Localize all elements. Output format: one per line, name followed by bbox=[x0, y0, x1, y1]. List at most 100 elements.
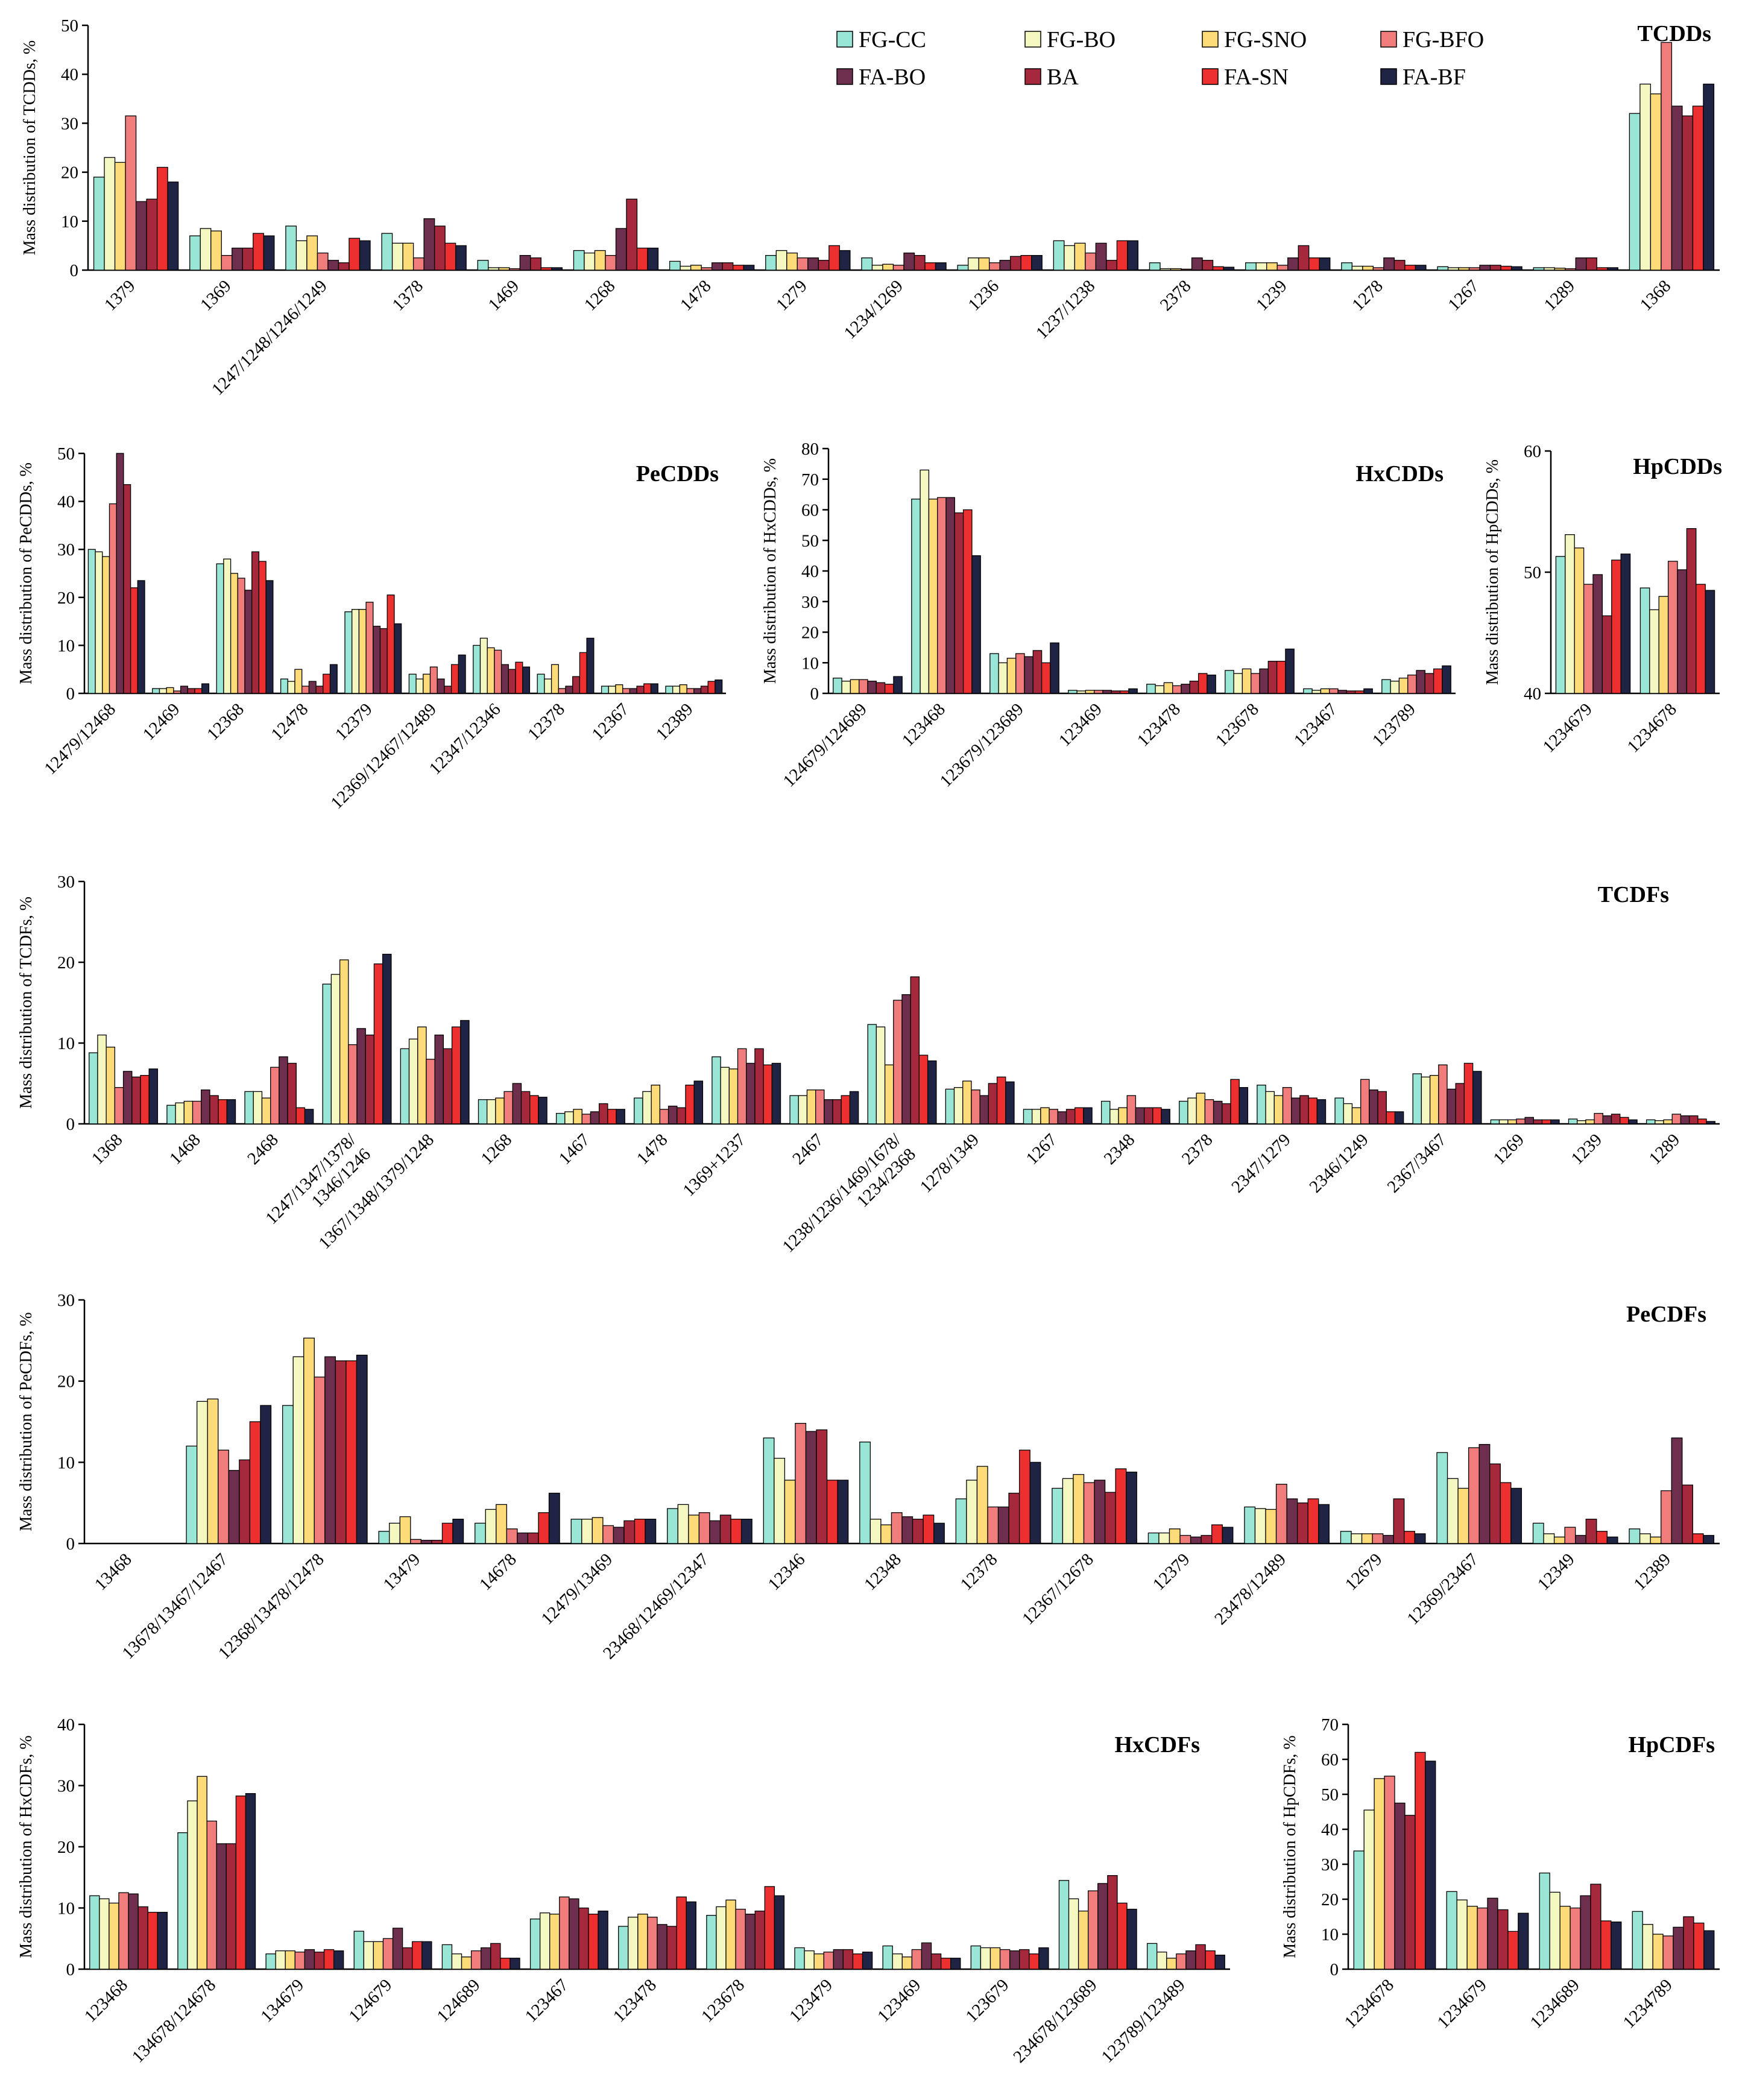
bar-pecdfs-12369-23467-fa-bo bbox=[1478, 1444, 1491, 1544]
bar-tcdfs-2467-fa-bo bbox=[824, 1099, 833, 1124]
bar-hpcdfs-1234678-fa-sn bbox=[1415, 1752, 1426, 1970]
pecdds-x-tick-label: 12369/12467/12489 bbox=[327, 699, 440, 813]
bar-hpcdfs-1234689-fa-bf bbox=[1611, 1922, 1622, 1970]
bar-hxcdfs-234678-123689-fa-bo bbox=[1097, 1883, 1108, 1970]
bar-hpcdds-1234678-fg-bo bbox=[1649, 609, 1659, 694]
bar-pecdfs-12348-fg-bfo bbox=[891, 1512, 903, 1544]
hxcdds-y-tick-label: 0 bbox=[810, 684, 819, 704]
bar-pecdds-12478-ba bbox=[315, 686, 324, 694]
bar-pecdds-12347-12346-fa-sn bbox=[515, 661, 523, 694]
bar-hxcdfs-134679-fg-sno bbox=[285, 1950, 295, 1970]
bar-tcdfs-1239-fg-bfo bbox=[1594, 1112, 1603, 1124]
bar-pecdfs-12346-fa-bf bbox=[837, 1480, 849, 1544]
pecdds-chart-title: PeCDDs bbox=[636, 461, 719, 487]
pecdfs-x-tick-label: 23468/12469/12347 bbox=[599, 1550, 713, 1663]
bar-tcdfs-2367-3467-fg-cc bbox=[1412, 1073, 1422, 1124]
pecdds-x-tick-label: 12469 bbox=[139, 699, 184, 744]
bar-tcdds-1378-ba bbox=[434, 225, 446, 271]
bar-tcdds-1278-fg-cc bbox=[1341, 262, 1353, 271]
bar-tcdds-1279-fa-bo bbox=[807, 257, 819, 271]
bar-tcdfs-1239-fa-bo bbox=[1602, 1115, 1612, 1124]
bar-pecdds-12378-fg-bfo bbox=[558, 688, 566, 694]
bar-pecdfs-12368-13478-12478-fa-bo bbox=[324, 1356, 336, 1544]
bar-hxcdfs-134678-124678-fa-bf bbox=[245, 1793, 256, 1970]
hpcdfs-y-tick-label: 50 bbox=[1321, 1785, 1339, 1805]
pecdds-y-tick-label: 10 bbox=[57, 636, 75, 655]
bar-tcdds-1469-ba bbox=[530, 257, 541, 271]
bar-tcdfs-2467-ba bbox=[832, 1099, 842, 1124]
hpcdds-chart-title: HpCDDs bbox=[1633, 454, 1722, 479]
tcdfs-x-tick-label: 2367/3467 bbox=[1384, 1130, 1450, 1196]
hpcdfs-y-tick-label: 30 bbox=[1321, 1855, 1339, 1875]
pecdds-y-axis-label: Mass distribution of PeCDDs, % bbox=[17, 462, 36, 684]
bar-hxcdfs-124689-fa-sn bbox=[500, 1958, 511, 1970]
bar-pecdfs-12679-ba bbox=[1393, 1498, 1405, 1544]
hpcdds-y-tick-label: 50 bbox=[1524, 563, 1541, 582]
tcdfs-x-tick-label: 2346/1249 bbox=[1305, 1130, 1372, 1196]
bar-tcdfs-2468-fg-bo bbox=[253, 1091, 263, 1124]
tcdds-x-tick-label: 2378 bbox=[1156, 276, 1195, 315]
bar-pecdfs-12367-12678-ba bbox=[1104, 1492, 1116, 1544]
tcdfs-x-tick-label: 2468 bbox=[244, 1130, 282, 1168]
pecdds-x-tick-label: 12367 bbox=[588, 699, 633, 744]
tcdds-x-tick-label: 1234/1269 bbox=[841, 276, 907, 342]
bar-tcdfs-1239-fa-bf bbox=[1628, 1119, 1638, 1124]
hxcdfs-x-tick-label: 124679 bbox=[345, 1975, 396, 2026]
bar-pecdds-12469-fa-bf bbox=[201, 683, 210, 694]
bar-tcdfs-1467-fa-bo bbox=[590, 1111, 600, 1124]
bar-pecdfs-23478-12489-fg-cc bbox=[1244, 1506, 1256, 1544]
tcdfs-y-tick-label: 30 bbox=[57, 872, 75, 892]
bar-pecdds-12379-fa-sn bbox=[387, 594, 395, 694]
legend-swatch-fg-sno bbox=[1202, 31, 1219, 48]
bar-tcdfs-1368-fg-cc bbox=[89, 1052, 98, 1124]
hpcdds-x-tick-label: 1234679 bbox=[1539, 699, 1596, 756]
bar-pecdfs-12379-fg-bfo bbox=[1179, 1534, 1191, 1544]
bar-pecdds-12369-12467-12489-fa-bo bbox=[437, 678, 445, 694]
bar-hxcdds-123467-fg-cc bbox=[1303, 688, 1313, 694]
bar-tcdfs-2378-fg-cc bbox=[1179, 1100, 1188, 1124]
bar-pecdds-12478-fa-bf bbox=[329, 664, 338, 694]
bar-tcdds-1239-ba bbox=[1298, 245, 1310, 271]
bar-tcdfs-1268-fg-sno bbox=[495, 1097, 505, 1124]
bar-tcdfs-1369-1237-fg-bfo bbox=[737, 1048, 747, 1124]
bar-pecdds-12367-ba bbox=[636, 686, 645, 694]
bar-tcdds-1278-fg-bfo bbox=[1372, 267, 1384, 271]
bar-tcdfs-1278-1349-fa-sn bbox=[996, 1076, 1006, 1124]
bar-tcdfs-2468-fg-cc bbox=[244, 1091, 254, 1124]
bar-tcdds-1247-1248-1246-1249-fa-sn bbox=[349, 238, 361, 271]
bar-hxcdfs-123679-fa-bf bbox=[1038, 1947, 1049, 1970]
bar-pecdds-12378-fg-bo bbox=[544, 678, 552, 694]
bar-hxcdfs-123479-fg-bfo bbox=[823, 1951, 834, 1970]
bar-hxcdds-123678-fg-bo bbox=[1233, 673, 1243, 694]
bar-tcdfs-1268-fa-bo bbox=[512, 1083, 522, 1124]
pecdfs-x-tick-label: 12368/13478/12478 bbox=[215, 1550, 328, 1663]
bar-tcdfs-2346-1249-fg-bfo bbox=[1360, 1079, 1370, 1124]
tcdfs-x-tick-label: 1278/1349 bbox=[917, 1130, 983, 1196]
bar-pecdds-12469-ba bbox=[187, 688, 195, 694]
bar-tcdds-1237-1238-fa-sn bbox=[1116, 240, 1128, 271]
bar-tcdfs-1268-fa-bf bbox=[538, 1097, 547, 1124]
bar-hxcdfs-124679-fg-sno bbox=[373, 1941, 384, 1970]
bar-pecdfs-12368-13478-12478-fg-cc bbox=[282, 1405, 294, 1544]
bar-hxcdfs-123468-ba bbox=[137, 1906, 148, 1970]
bar-pecdfs-12479-13469-ba bbox=[623, 1520, 636, 1544]
bar-pecdds-12368-fg-cc bbox=[216, 563, 224, 694]
tcdfs-chart-title: TCDFs bbox=[1598, 882, 1669, 907]
bar-tcdds-1239-fg-cc bbox=[1245, 262, 1257, 271]
bar-hxcdfs-123679-fg-sno bbox=[989, 1947, 1001, 1970]
bar-tcdds-1378-fa-bo bbox=[423, 218, 435, 271]
bar-tcdfs-2347-1279-fg-cc bbox=[1257, 1085, 1266, 1124]
bar-hxcdfs-123789-123489-fg-bfo bbox=[1176, 1953, 1187, 1970]
bar-hxcdfs-123679-ba bbox=[1019, 1949, 1030, 1970]
hpcdds-y-tick-label: 60 bbox=[1524, 442, 1541, 461]
bar-pecdds-12379-fg-bo bbox=[352, 609, 360, 694]
bar-tcdds-1289-fa-bo bbox=[1575, 257, 1587, 271]
hpcdfs-y-tick-label: 10 bbox=[1321, 1925, 1339, 1944]
bar-tcdds-1268-fg-sno bbox=[594, 250, 606, 271]
bar-pecdds-12378-ba bbox=[572, 676, 581, 694]
bar-tcdfs-1238-1236-1469-1678-1234-2368-ba bbox=[910, 976, 920, 1124]
bar-tcdds-1234-1269-fg-bfo bbox=[892, 265, 904, 271]
bar-hxcdfs-134678-124678-fg-bfo bbox=[206, 1820, 217, 1970]
bar-pecdfs-14678-fa-sn bbox=[538, 1512, 550, 1544]
pecdfs-x-tick-label: 12479/13469 bbox=[538, 1550, 617, 1629]
